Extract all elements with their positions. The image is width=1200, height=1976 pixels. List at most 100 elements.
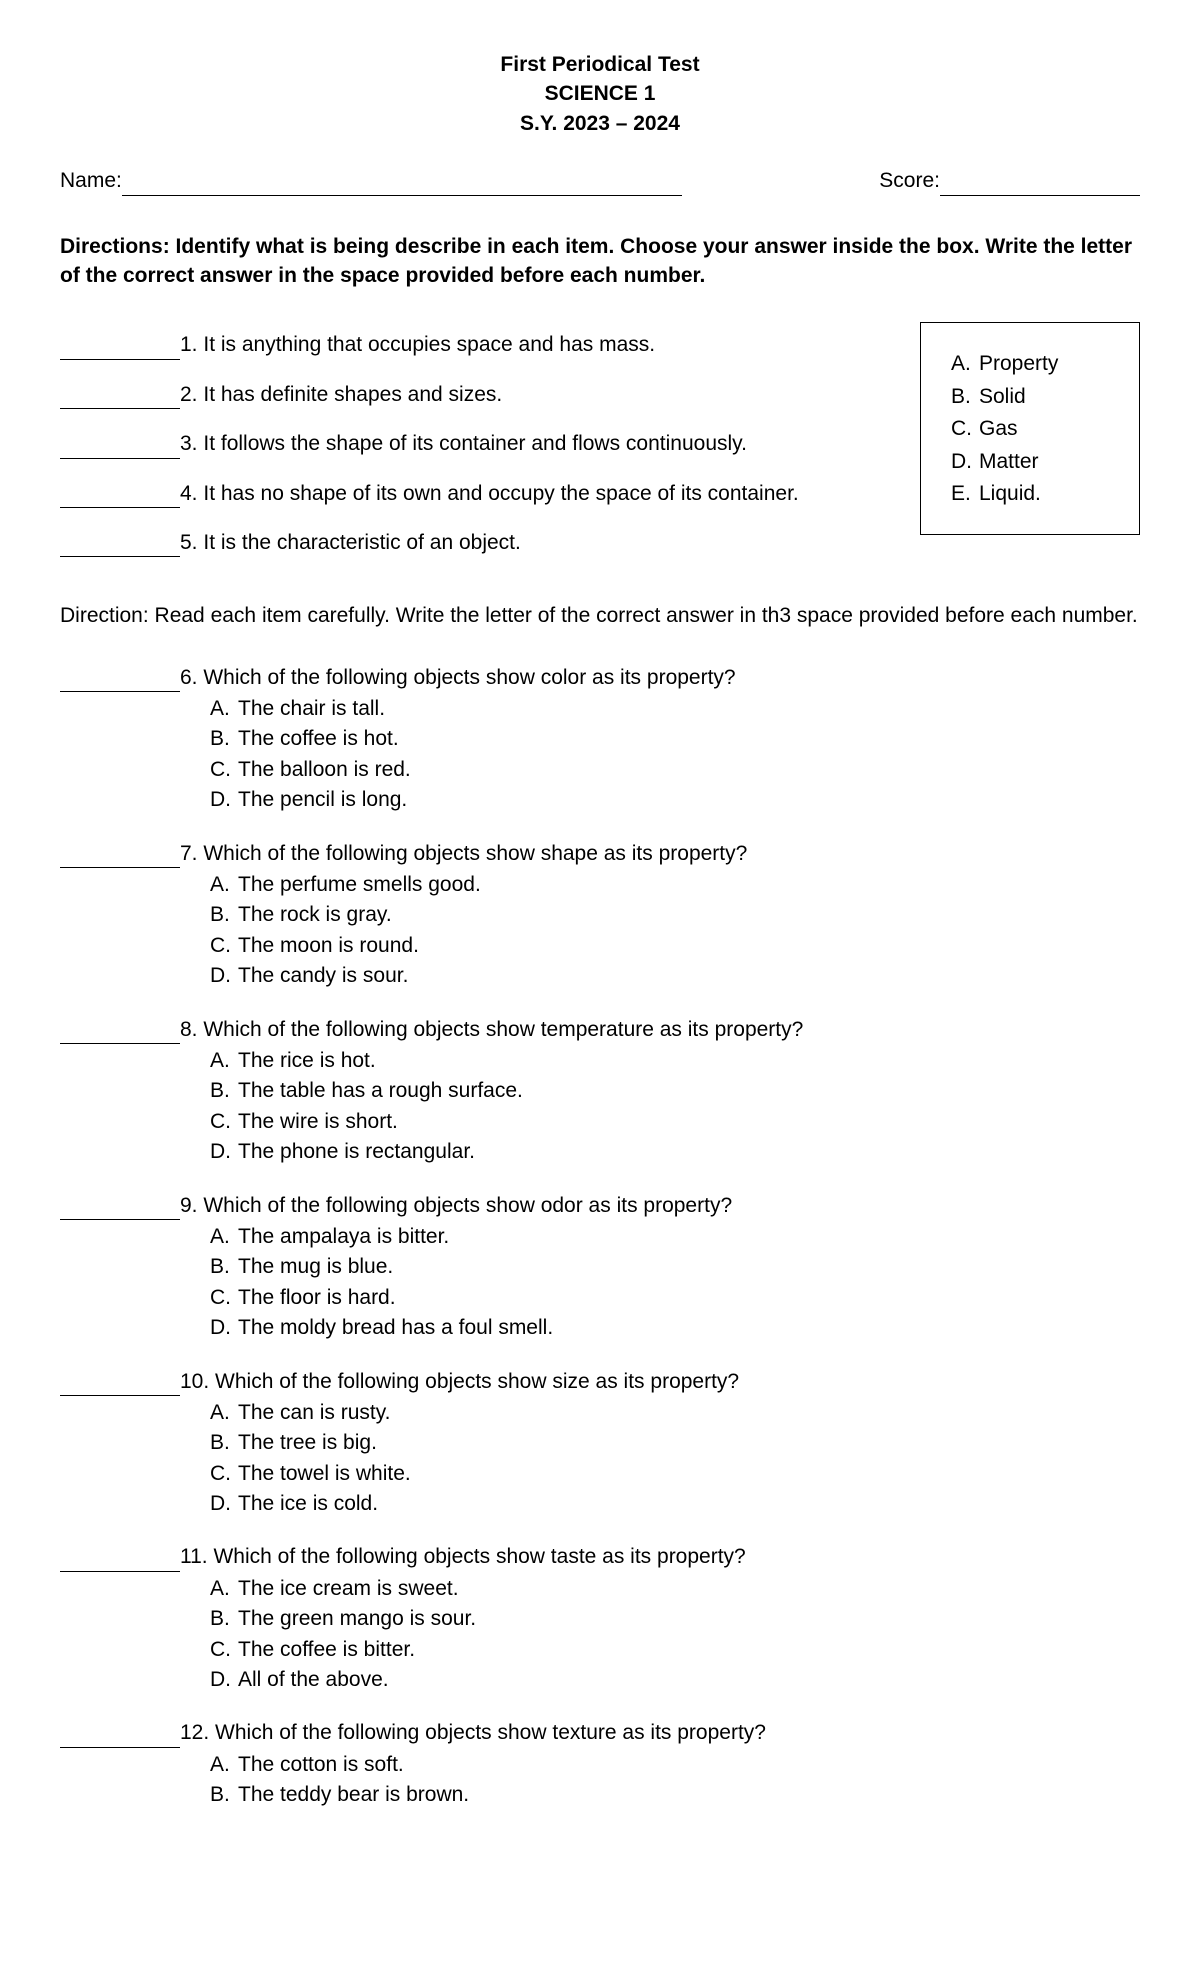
option-letter: A. [210, 1750, 238, 1779]
fill-item: 1. It is anything that occupies space an… [60, 330, 900, 359]
score-field: Score: [879, 166, 1140, 195]
option-text: The mug is blue. [238, 1255, 393, 1278]
mc-item: 10. Which of the following objects show … [60, 1367, 1140, 1519]
mc-option: D.All of the above. [210, 1665, 1140, 1694]
question-text: Which of the following objects show colo… [203, 666, 735, 689]
mc-option: B.The coffee is hot. [210, 724, 1140, 753]
fill-item: 3. It follows the shape of its container… [60, 429, 900, 458]
option-text: The moldy bread has a foul smell. [238, 1316, 553, 1339]
option-text: The can is rusty. [238, 1401, 391, 1424]
mc-option: B.The tree is big. [210, 1428, 1140, 1457]
option-text: The rice is hot. [238, 1049, 376, 1072]
option-text: The phone is rectangular. [238, 1140, 475, 1163]
option-text: The towel is white. [238, 1462, 411, 1485]
fill-item: 2. It has definite shapes and sizes. [60, 380, 900, 409]
fill-item: 5. It is the characteristic of an object… [60, 528, 900, 557]
answer-blank[interactable] [60, 1197, 180, 1220]
mc-question: 8. Which of the following objects show t… [60, 1015, 1140, 1044]
question-text: Which of the following objects show size… [215, 1370, 739, 1393]
option-text: The cotton is soft. [238, 1753, 404, 1776]
answer-blank[interactable] [60, 669, 180, 692]
answer-blank[interactable] [60, 534, 180, 557]
header-line-1: First Periodical Test [60, 50, 1140, 79]
answer-blank[interactable] [60, 435, 180, 458]
mc-option: A.The ice cream is sweet. [210, 1574, 1140, 1603]
option-text: The floor is hard. [238, 1286, 396, 1309]
mc-option: D.The moldy bread has a foul smell. [210, 1313, 1140, 1342]
option-letter: A. [210, 870, 238, 899]
mc-item: 8. Which of the following objects show t… [60, 1015, 1140, 1167]
option-text: Property [979, 352, 1058, 375]
option-letter: B. [210, 900, 238, 929]
mc-options: A.The ampalaya is bitter.B.The mug is bl… [60, 1222, 1140, 1343]
option-letter: C. [210, 931, 238, 960]
name-label: Name: [60, 169, 122, 192]
mc-options: A.The cotton is soft. B.The teddy bear is… [60, 1750, 1140, 1810]
question-text: Which of the following objects show text… [215, 1721, 766, 1744]
answer-blank[interactable] [60, 1549, 180, 1572]
option-text: The chair is tall. [238, 697, 385, 720]
item-number: 7. [180, 842, 203, 865]
score-blank[interactable] [940, 172, 1140, 195]
mc-option: C.The moon is round. [210, 931, 1140, 960]
option-letter: B. [210, 1604, 238, 1633]
mc-options: A.The chair is tall.B.The coffee is hot.… [60, 694, 1140, 815]
exam-page: First Periodical Test SCIENCE 1 S.Y. 202… [0, 0, 1200, 1884]
mc-option: C.The balloon is red. [210, 755, 1140, 784]
name-blank[interactable] [122, 172, 682, 195]
item-text: It follows the shape of its container an… [203, 432, 747, 455]
option-text: The tree is big. [238, 1431, 377, 1454]
option-letter: C. [210, 755, 238, 784]
option-letter: B. [210, 1252, 238, 1281]
answer-option: A.Property [951, 349, 1119, 378]
mc-item: 9. Which of the following objects show o… [60, 1191, 1140, 1343]
option-text: Gas [979, 417, 1018, 440]
mc-option: D.The candy is sour. [210, 961, 1140, 990]
option-letter: E. [951, 479, 979, 508]
answer-blank[interactable] [60, 1373, 180, 1396]
directions-1: Directions: Identify what is being descr… [60, 232, 1140, 291]
option-letter: A. [210, 1222, 238, 1251]
mc-options: A.The perfume smells good.B.The rock is … [60, 870, 1140, 991]
mc-option: C.The towel is white. [210, 1459, 1140, 1488]
option-text: The table has a rough surface. [238, 1079, 523, 1102]
option-letter: C. [210, 1635, 238, 1664]
option-text: The teddy bear is brown. [238, 1783, 469, 1806]
answer-option: D.Matter [951, 447, 1119, 476]
section-1-items: 1. It is anything that occupies space an… [60, 330, 900, 577]
option-text: The coffee is hot. [238, 727, 399, 750]
option-letter: D. [210, 961, 238, 990]
mc-option: A.The ampalaya is bitter. [210, 1222, 1140, 1251]
item-number: 3. [180, 432, 198, 455]
answer-blank[interactable] [60, 337, 180, 360]
option-text: The candy is sour. [238, 964, 408, 987]
mc-question: 7. Which of the following objects show s… [60, 839, 1140, 868]
item-number: 12. [180, 1721, 215, 1744]
answer-blank[interactable] [60, 485, 180, 508]
option-text: The rock is gray. [238, 903, 392, 926]
answer-blank[interactable] [60, 386, 180, 409]
answer-blank[interactable] [60, 1021, 180, 1044]
option-letter: C. [210, 1107, 238, 1136]
item-number: 2. [180, 383, 198, 406]
mc-item: 11. Which of the following objects show … [60, 1542, 1140, 1694]
mc-question: 9. Which of the following objects show o… [60, 1191, 1140, 1220]
mc-option: C.The coffee is bitter. [210, 1635, 1140, 1664]
item-number: 5. [180, 531, 198, 554]
item-number: 4. [180, 482, 198, 505]
section-2: 6. Which of the following objects show c… [60, 663, 1140, 1810]
option-text: Solid [979, 385, 1026, 408]
mc-option: B.The teddy bear is brown. [210, 1780, 1140, 1809]
mc-question: 12. Which of the following objects show … [60, 1718, 1140, 1747]
option-letter: D. [210, 1313, 238, 1342]
option-letter: B. [951, 382, 979, 411]
answer-blank[interactable] [60, 845, 180, 868]
option-letter: D. [210, 1489, 238, 1518]
mc-option: B.The mug is blue. [210, 1252, 1140, 1281]
item-number: 6. [180, 666, 203, 689]
option-text: The perfume smells good. [238, 873, 481, 896]
option-text: Liquid. [979, 482, 1041, 505]
answer-blank[interactable] [60, 1725, 180, 1748]
option-text: The ampalaya is bitter. [238, 1225, 449, 1248]
question-text: Which of the following objects show odor… [203, 1194, 732, 1217]
